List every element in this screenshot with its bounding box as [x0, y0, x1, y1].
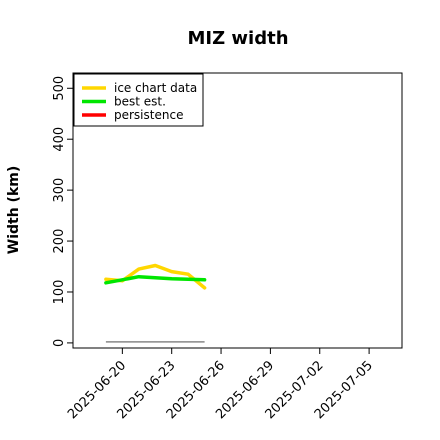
y-tick-label: 100	[52, 280, 67, 305]
x-axis: 2025-06-202025-06-232025-06-262025-06-29…	[65, 348, 376, 422]
y-axis-label: Width (km)	[6, 166, 22, 255]
plot-area	[72, 72, 403, 349]
y-tick-label: 300	[52, 178, 67, 203]
legend-label: persistence	[114, 108, 183, 122]
y-tick-label: 400	[52, 127, 67, 152]
legend-label: ice chart data	[114, 81, 197, 95]
y-tick-label: 500	[52, 76, 67, 101]
series-line	[104, 274, 207, 285]
legend-label: best est.	[114, 95, 166, 109]
chart-title: MIZ width	[187, 28, 288, 49]
y-tick-label: 0	[52, 339, 67, 347]
series-layer	[104, 263, 207, 290]
y-tick-label: 200	[52, 229, 67, 254]
y-axis: 0 100 200 300 400 500	[52, 76, 73, 347]
